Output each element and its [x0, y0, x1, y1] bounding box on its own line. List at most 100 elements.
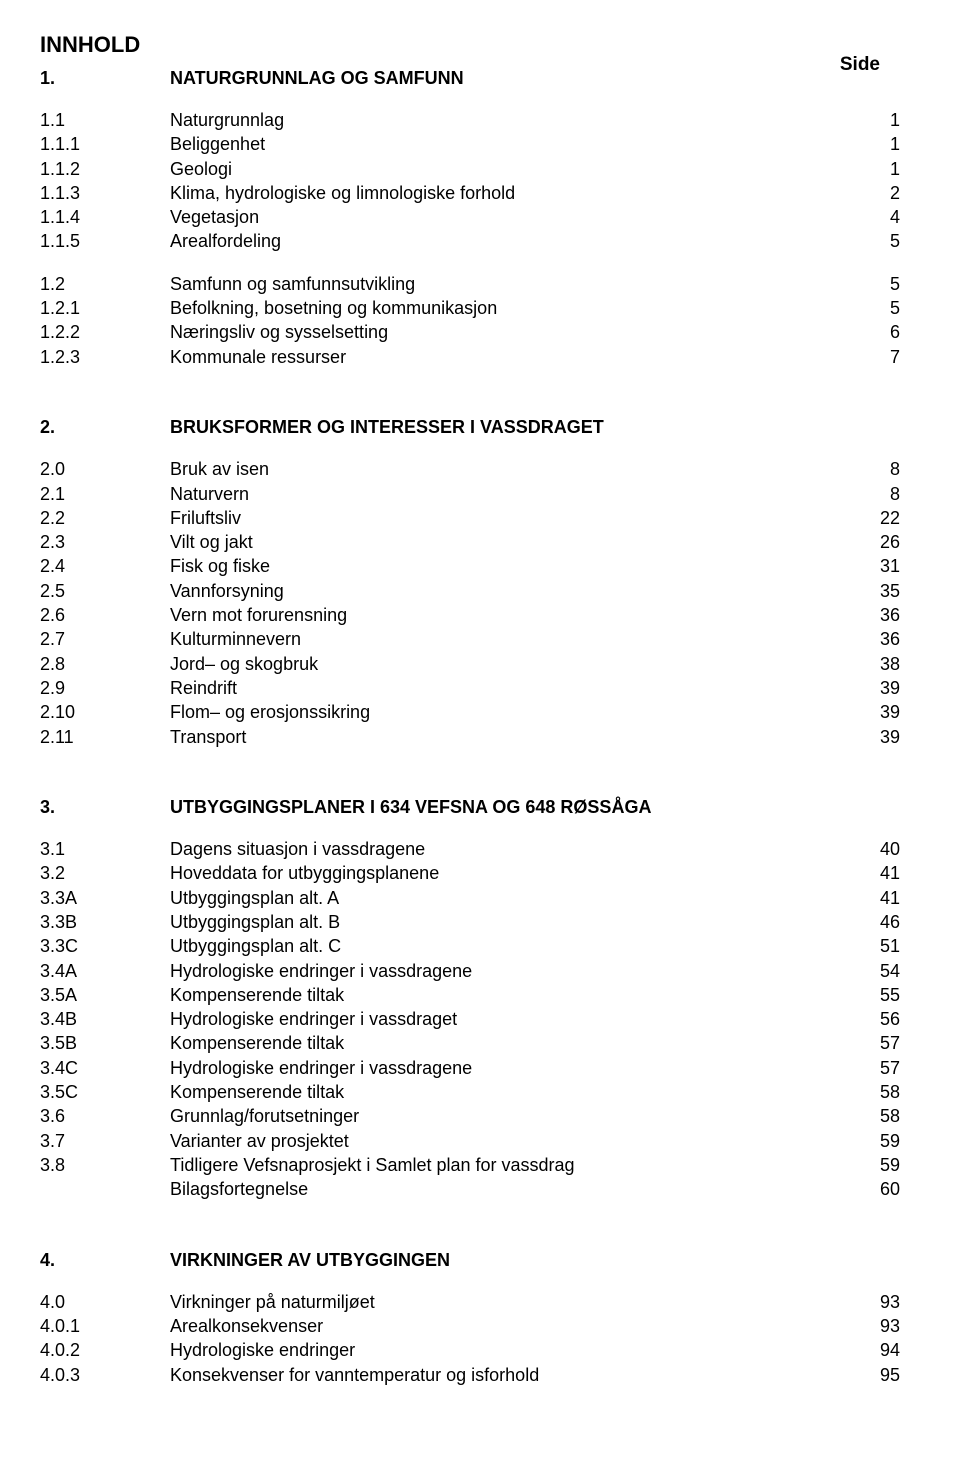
toc-entry-page: 41	[840, 886, 900, 910]
toc-entry-page: 41	[840, 861, 900, 885]
toc-entry-row: 3.3BUtbyggingsplan alt. B46	[40, 910, 900, 934]
toc-entry-title: Kompenserende tiltak	[170, 1080, 840, 1104]
toc-entry-title: Utbyggingsplan alt. C	[170, 934, 840, 958]
toc-entry-row: 1.1.5Arealfordeling5	[40, 229, 900, 253]
toc-entry-page: 31	[840, 554, 900, 578]
toc-entry-title: Vegetasjon	[170, 205, 840, 229]
toc-entry-number: 3.5B	[40, 1031, 170, 1055]
toc-entry-title: Næringsliv og sysselsetting	[170, 320, 840, 344]
toc-heading-title: VIRKNINGER AV UTBYGGINGEN	[170, 1248, 840, 1272]
toc-heading-row: 1.NATURGRUNNLAG OG SAMFUNN	[40, 66, 900, 90]
toc-entry-number: 1.1.5	[40, 229, 170, 253]
toc-entry-title: Utbyggingsplan alt. A	[170, 886, 840, 910]
toc-entry-number: 3.8	[40, 1153, 170, 1177]
toc-entry-title: Friluftsliv	[170, 506, 840, 530]
toc-entry-title: Kulturminnevern	[170, 627, 840, 651]
toc-entry-page: 57	[840, 1056, 900, 1080]
toc-entry-title: Arealfordeling	[170, 229, 840, 253]
toc-entry-number: 3.6	[40, 1104, 170, 1128]
toc-entry-number: 3.4C	[40, 1056, 170, 1080]
toc-entry-page: 58	[840, 1104, 900, 1128]
toc-heading-number: 2.	[40, 415, 170, 439]
toc-entry-title: Fisk og fiske	[170, 554, 840, 578]
toc-section: 3.UTBYGGINGSPLANER I 634 VEFSNA OG 648 R…	[40, 795, 900, 1202]
toc-entry-row: 3.2Hoveddata for utbyggingsplanene41	[40, 861, 900, 885]
toc-entry-page: 36	[840, 627, 900, 651]
toc-entry-row: 3.4CHydrologiske endringer i vassdragene…	[40, 1056, 900, 1080]
toc-entry-title: Reindrift	[170, 676, 840, 700]
toc-entry-title: Hoveddata for utbyggingsplanene	[170, 861, 840, 885]
toc-entry-number: 3.3A	[40, 886, 170, 910]
toc-entry-row: 2.4Fisk og fiske31	[40, 554, 900, 578]
toc-entry-title: Dagens situasjon i vassdragene	[170, 837, 840, 861]
toc-entry-number: 1.1.4	[40, 205, 170, 229]
toc-entry-page: 94	[840, 1338, 900, 1362]
toc-entry-page: 1	[840, 132, 900, 156]
toc-heading-number: 3.	[40, 795, 170, 819]
toc-entry-number: 2.1	[40, 482, 170, 506]
toc-entry-row: 2.6Vern mot forurensning36	[40, 603, 900, 627]
toc-entry-number: 1.2.3	[40, 345, 170, 369]
toc-entry-page: 6	[840, 320, 900, 344]
toc-entry-row: 3.5BKompenserende tiltak57	[40, 1031, 900, 1055]
toc-entry-page: 5	[840, 296, 900, 320]
toc-heading-number: 4.	[40, 1248, 170, 1272]
toc-entry-row: 3.8Tidligere Vefsnaprosjekt i Samlet pla…	[40, 1153, 900, 1177]
toc-entry-row: 4.0.2Hydrologiske endringer94	[40, 1338, 900, 1362]
toc-entry-page: 40	[840, 837, 900, 861]
toc-entry-number: 2.9	[40, 676, 170, 700]
toc-entry-title: Bilagsfortegnelse	[170, 1177, 840, 1201]
toc-entry-row: 4.0.1Arealkonsekvenser93	[40, 1314, 900, 1338]
toc-entry-row: 1.1Naturgrunnlag1	[40, 108, 900, 132]
toc-entry-number: 3.3B	[40, 910, 170, 934]
toc-entry-page: 59	[840, 1129, 900, 1153]
toc-entry-page: 8	[840, 457, 900, 481]
toc-entry-title: Varianter av prosjektet	[170, 1129, 840, 1153]
toc-entry-page: 57	[840, 1031, 900, 1055]
toc-entry-title: Befolkning, bosetning og kommunikasjon	[170, 296, 840, 320]
toc-entry-row: 3.3AUtbyggingsplan alt. A41	[40, 886, 900, 910]
toc-entry-page: 2	[840, 181, 900, 205]
toc-entry-row: 2.8Jord– og skogbruk38	[40, 652, 900, 676]
toc-entry-row: 2.3Vilt og jakt26	[40, 530, 900, 554]
toc-entry-row: 2.7Kulturminnevern36	[40, 627, 900, 651]
toc-entry-page: 55	[840, 983, 900, 1007]
toc-entry-row: 1.2.3Kommunale ressurser7	[40, 345, 900, 369]
toc-entry-page: 93	[840, 1314, 900, 1338]
toc-entry-number: 1.1.2	[40, 157, 170, 181]
toc-entry-number: 4.0	[40, 1290, 170, 1314]
toc-entry-number: 3.5C	[40, 1080, 170, 1104]
toc-entry-page: 38	[840, 652, 900, 676]
toc-entry-row: 3.3CUtbyggingsplan alt. C51	[40, 934, 900, 958]
toc-entry-title: Hydrologiske endringer i vassdraget	[170, 1007, 840, 1031]
toc-entry-row: 2.0Bruk av isen8	[40, 457, 900, 481]
toc-entry-row: Bilagsfortegnelse60	[40, 1177, 900, 1201]
toc-entry-number: 2.10	[40, 700, 170, 724]
toc-entry-page: 36	[840, 603, 900, 627]
toc-entry-title: Samfunn og samfunnsutvikling	[170, 272, 840, 296]
toc-entry-number: 1.2	[40, 272, 170, 296]
toc-heading-row: 2.BRUKSFORMER OG INTERESSER I VASSDRAGET	[40, 415, 900, 439]
toc-entry-row: 2.1Naturvern8	[40, 482, 900, 506]
toc-entry-row: 3.5CKompenserende tiltak58	[40, 1080, 900, 1104]
toc-entry-page: 39	[840, 676, 900, 700]
toc-entry-row: 3.7Varianter av prosjektet59	[40, 1129, 900, 1153]
toc-entry-number: 2.6	[40, 603, 170, 627]
toc-entry-row: 3.5AKompenserende tiltak55	[40, 983, 900, 1007]
toc-entry-page: 51	[840, 934, 900, 958]
toc-entry-row: 3.6Grunnlag/forutsetninger58	[40, 1104, 900, 1128]
toc-entry-row: 2.10Flom– og erosjonssikring39	[40, 700, 900, 724]
toc-entry-number: 2.2	[40, 506, 170, 530]
toc-entry-title: Kompenserende tiltak	[170, 1031, 840, 1055]
toc-heading-title: NATURGRUNNLAG OG SAMFUNN	[170, 66, 840, 90]
toc-entry-page: 54	[840, 959, 900, 983]
toc-entry-row: 2.11Transport39	[40, 725, 900, 749]
toc-heading-title: UTBYGGINGSPLANER I 634 VEFSNA OG 648 RØS…	[170, 795, 840, 819]
toc-section: 1.NATURGRUNNLAG OG SAMFUNN 1.1Naturgrunnl…	[40, 66, 900, 369]
toc-entry-page: 1	[840, 108, 900, 132]
toc-entry-page: 58	[840, 1080, 900, 1104]
toc-entry-title: Vern mot forurensning	[170, 603, 840, 627]
toc-entry-row: 1.1.2Geologi1	[40, 157, 900, 181]
toc-entry-row: 2.9Reindrift39	[40, 676, 900, 700]
toc-entry-number: 1.2.1	[40, 296, 170, 320]
